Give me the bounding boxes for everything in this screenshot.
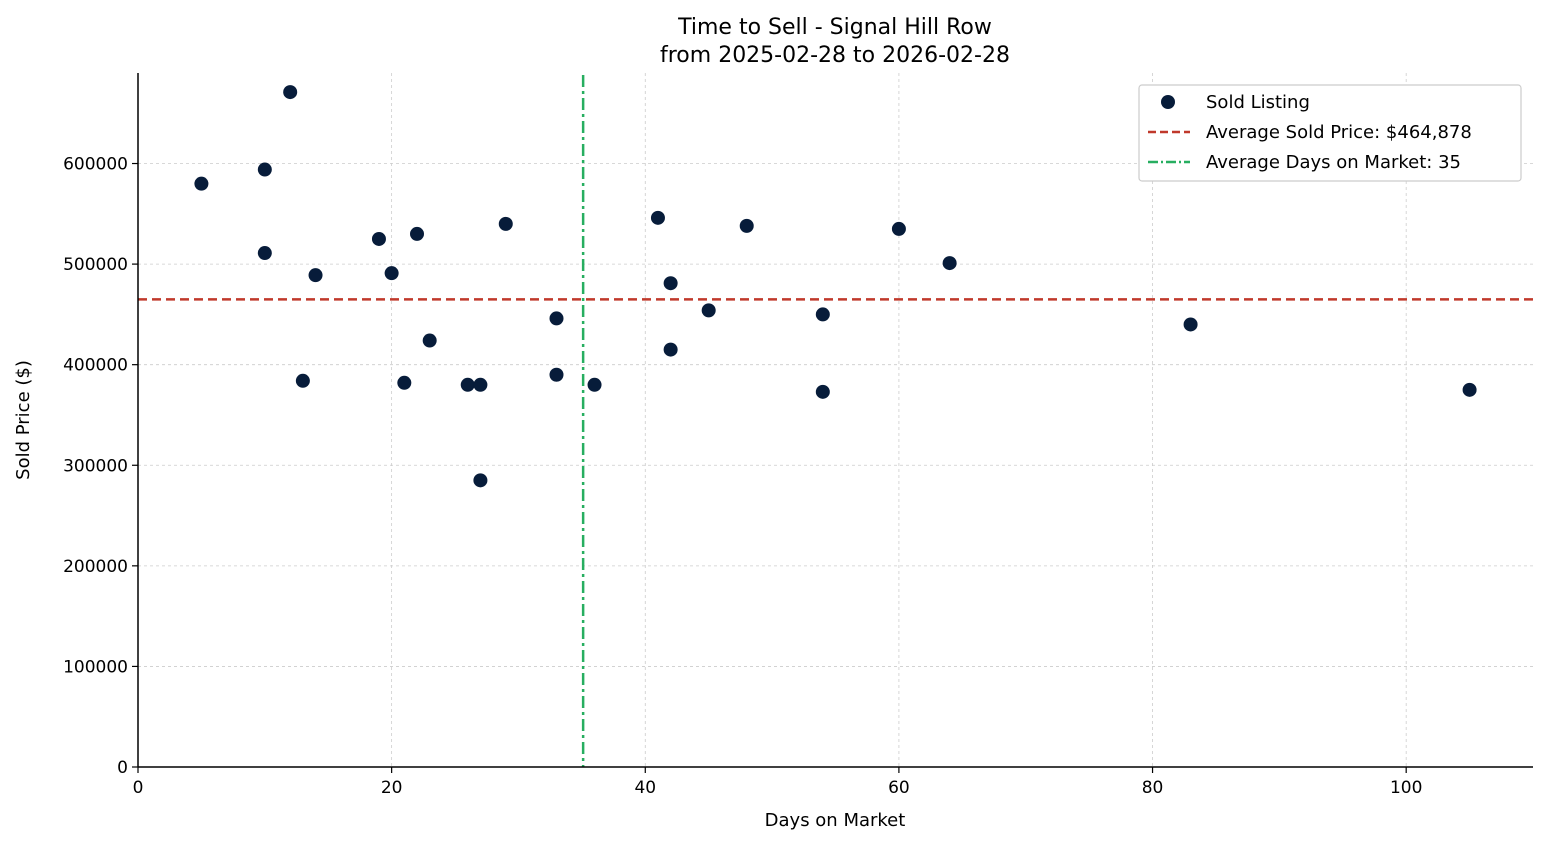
- sold-listing-point: [257, 162, 272, 177]
- sold-listing-point: [663, 276, 678, 291]
- x-axis-label: Days on Market: [765, 810, 906, 831]
- legend-marker-sold-listing: [1161, 95, 1175, 109]
- chart-title: Time to Sell - Signal Hill Row: [677, 15, 992, 40]
- sold-listing-point: [663, 342, 678, 357]
- sold-listing-point: [384, 266, 399, 281]
- sold-listing-point: [549, 311, 564, 326]
- sold-listing-point: [739, 218, 754, 233]
- y-tick-label: 0: [117, 758, 128, 778]
- sold-listing-point: [295, 373, 310, 388]
- chart-subtitle: from 2025-02-28 to 2026-02-28: [660, 43, 1010, 68]
- legend-label-sold-listing: Sold Listing: [1206, 92, 1310, 113]
- sold-listing-point: [1183, 317, 1198, 332]
- legend: Sold Listing Average Sold Price: $464,87…: [1138, 84, 1522, 182]
- sold-listing-point: [473, 377, 488, 392]
- sold-listing-point: [257, 246, 272, 261]
- legend-label-average-price: Average Sold Price: $464,878: [1206, 122, 1472, 143]
- x-tick-label: 100: [1390, 778, 1422, 798]
- x-axis-ticks: 0 20 40 60 80 100: [133, 767, 1422, 798]
- sold-listing-point: [891, 221, 906, 236]
- sold-listing-point: [498, 216, 513, 231]
- sold-listing-point: [371, 231, 386, 246]
- y-tick-label: 300000: [63, 456, 128, 476]
- sold-listing-point: [701, 303, 716, 318]
- sold-listing-point: [283, 85, 298, 100]
- data-points: [194, 85, 1477, 488]
- x-tick-label: 80: [1142, 778, 1164, 798]
- sold-listing-point: [194, 176, 209, 191]
- grid: [138, 73, 1533, 767]
- sold-listing-point: [650, 210, 665, 225]
- y-tick-label: 500000: [63, 255, 128, 275]
- legend-box: [1138, 84, 1522, 182]
- y-tick-label: 200000: [63, 557, 128, 577]
- y-tick-label: 400000: [63, 356, 128, 376]
- sold-listing-point: [942, 256, 957, 271]
- y-axis-ticks: 0 100000 200000 300000 400000 500000 600000: [63, 155, 138, 778]
- y-axis-label: Sold Price ($): [13, 360, 34, 480]
- sold-listing-point: [397, 375, 412, 390]
- y-tick-label: 100000: [63, 657, 128, 677]
- sold-listing-point: [308, 268, 323, 283]
- x-tick-label: 40: [634, 778, 656, 798]
- sold-listing-point: [815, 384, 830, 399]
- x-tick-label: 20: [381, 778, 403, 798]
- y-tick-label: 600000: [63, 155, 128, 175]
- legend-label-average-days: Average Days on Market: 35: [1206, 152, 1461, 173]
- sold-listing-point: [587, 377, 602, 392]
- sold-listing-point: [422, 333, 437, 348]
- sold-listing-point: [815, 307, 830, 322]
- sold-listing-point: [460, 377, 475, 392]
- x-tick-label: 60: [888, 778, 910, 798]
- sold-listing-point: [1462, 382, 1477, 397]
- sold-listing-point: [549, 367, 564, 382]
- sold-listing-point: [410, 226, 424, 241]
- reference-lines: [138, 75, 1533, 767]
- x-tick-label: 0: [133, 778, 144, 798]
- sold-listing-point: [473, 473, 488, 488]
